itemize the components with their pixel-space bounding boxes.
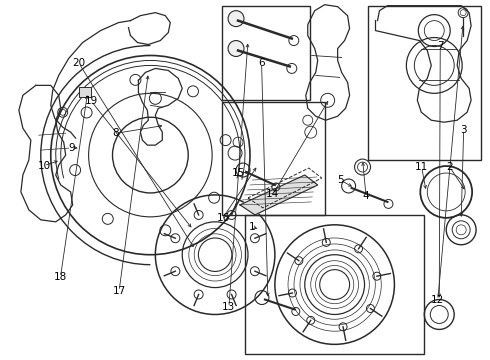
Text: 13: 13 [222, 302, 236, 312]
Text: 3: 3 [461, 125, 467, 135]
Text: 7: 7 [437, 41, 443, 50]
Text: 17: 17 [112, 286, 126, 296]
Text: 14: 14 [266, 189, 279, 199]
Circle shape [228, 11, 244, 27]
Text: 16: 16 [217, 213, 230, 222]
Bar [222, 102, 325, 215]
Text: 15: 15 [232, 168, 245, 178]
Text: 2: 2 [447, 162, 453, 172]
Bar [78, 87, 91, 97]
Text: 10: 10 [37, 161, 50, 171]
Bar [368, 6, 481, 160]
Text: 12: 12 [431, 295, 444, 305]
Text: 11: 11 [415, 162, 428, 172]
Bar [222, 6, 310, 100]
Text: 6: 6 [258, 58, 265, 68]
Circle shape [228, 41, 244, 57]
Bar [245, 215, 424, 354]
Text: 9: 9 [69, 143, 75, 153]
Text: 8: 8 [112, 129, 119, 138]
Text: 19: 19 [85, 96, 98, 106]
Text: 5: 5 [337, 175, 343, 185]
Polygon shape [240, 175, 318, 215]
Text: 4: 4 [363, 191, 369, 201]
Text: 1: 1 [248, 222, 255, 231]
Text: 20: 20 [73, 58, 86, 68]
Text: 18: 18 [54, 272, 67, 282]
